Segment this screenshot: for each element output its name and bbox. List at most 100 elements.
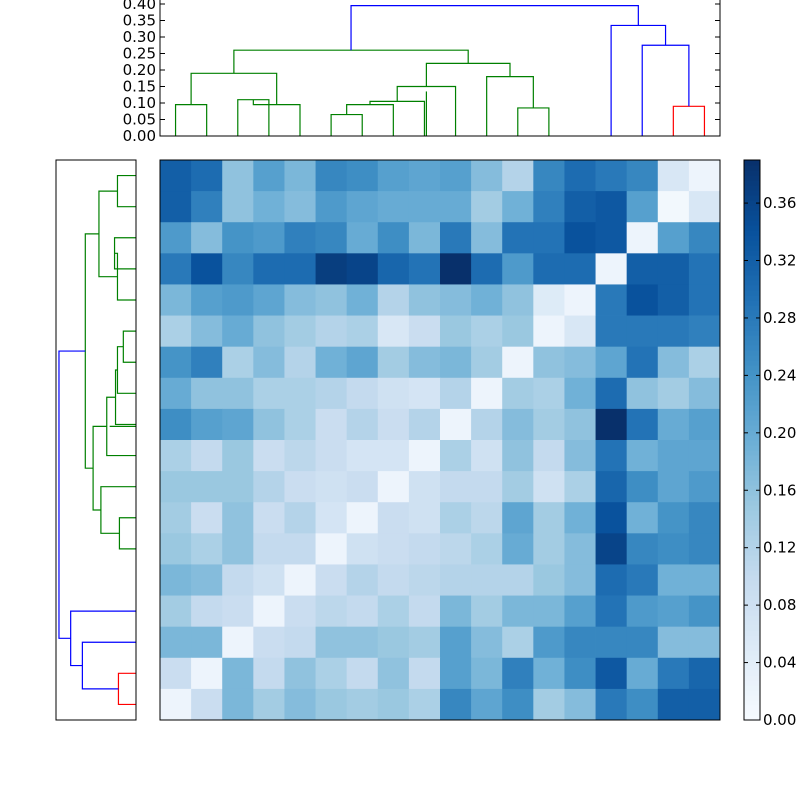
colorbar-segment bbox=[744, 200, 760, 206]
heatmap-cell bbox=[253, 533, 285, 565]
heatmap-cell bbox=[626, 688, 659, 721]
heatmap-cell bbox=[253, 626, 285, 659]
heatmap-cell bbox=[191, 626, 223, 659]
top-dendrogram-link bbox=[174, 104, 208, 136]
heatmap-cell bbox=[191, 657, 223, 690]
colorbar-segment bbox=[744, 670, 760, 676]
heatmap-cell bbox=[377, 377, 410, 410]
colorbar-segment bbox=[744, 590, 760, 596]
heatmap-cell bbox=[253, 502, 285, 534]
heatmap-cell bbox=[346, 595, 379, 628]
colorbar-segment bbox=[744, 415, 760, 421]
heatmap-cell bbox=[440, 657, 472, 690]
heatmap-cell bbox=[688, 284, 721, 316]
heatmap-cell bbox=[471, 346, 503, 379]
heatmap-cell bbox=[346, 253, 379, 285]
heatmap-cell bbox=[440, 315, 472, 348]
heatmap-cell bbox=[564, 595, 596, 628]
heatmap-cell bbox=[564, 284, 596, 316]
heatmap-cell bbox=[595, 657, 628, 690]
colorbar-segment bbox=[744, 585, 760, 591]
colorbar-segment bbox=[744, 450, 760, 456]
heatmap-cell bbox=[471, 688, 503, 721]
heatmap-cell bbox=[440, 595, 472, 628]
colorbar-segment bbox=[744, 665, 760, 671]
heatmap-cell bbox=[284, 222, 316, 254]
colorbar-tick-label: 0.08 bbox=[763, 596, 796, 614]
colorbar-segment bbox=[744, 310, 760, 316]
heatmap-cell bbox=[657, 471, 690, 503]
heatmap-cell bbox=[346, 160, 379, 192]
heatmap-cell bbox=[564, 626, 596, 659]
heatmap-cell bbox=[160, 191, 192, 223]
top-dendrogram-link bbox=[350, 5, 639, 51]
heatmap-cell bbox=[688, 688, 721, 721]
colorbar-segment bbox=[744, 430, 760, 436]
left-dendrogram-link bbox=[116, 174, 136, 208]
heatmap-cell bbox=[315, 688, 348, 721]
heatmap-cell bbox=[408, 160, 441, 192]
colorbar-segment bbox=[744, 355, 760, 361]
heatmap-cell bbox=[440, 471, 472, 503]
heatmap-cell bbox=[191, 533, 223, 565]
heatmap-cell bbox=[408, 191, 441, 223]
colorbar-segment bbox=[744, 390, 760, 396]
heatmap-cell bbox=[533, 315, 565, 348]
heatmap-cell bbox=[346, 191, 379, 223]
colorbar-segment bbox=[744, 580, 760, 586]
heatmap-cell bbox=[688, 502, 721, 534]
heatmap-cell bbox=[440, 688, 472, 721]
heatmap-cell bbox=[533, 595, 565, 628]
colorbar-segment bbox=[744, 385, 760, 391]
heatmap-cell bbox=[502, 160, 534, 192]
heatmap-cell bbox=[222, 440, 254, 472]
heatmap-cell bbox=[440, 191, 472, 223]
heatmap-cell bbox=[688, 533, 721, 565]
left-dendrogram-link bbox=[117, 672, 136, 706]
heatmap-cell bbox=[377, 626, 410, 659]
heatmap-cell bbox=[191, 191, 223, 223]
heatmap-cell bbox=[471, 160, 503, 192]
colorbar-segment bbox=[744, 315, 760, 321]
heatmap-cell bbox=[222, 626, 254, 659]
colorbar-segment bbox=[744, 225, 760, 231]
heatmap-cell bbox=[191, 564, 223, 596]
colorbar-segment bbox=[744, 660, 760, 666]
colorbar-segment bbox=[744, 635, 760, 641]
heatmap-cell bbox=[284, 471, 316, 503]
heatmap-cell bbox=[160, 688, 192, 721]
heatmap-cell bbox=[471, 440, 503, 472]
heatmap-cell bbox=[595, 688, 628, 721]
heatmap-cell bbox=[377, 222, 410, 254]
colorbar-segment bbox=[744, 265, 760, 271]
colorbar-segment bbox=[744, 335, 760, 341]
heatmap-cell bbox=[284, 564, 316, 596]
heatmap-cell bbox=[222, 191, 254, 223]
colorbar-segment bbox=[744, 305, 760, 311]
heatmap-cell bbox=[315, 533, 348, 565]
heatmap-cell bbox=[440, 626, 472, 659]
top-dendrogram-frame bbox=[159, 0, 721, 137]
colorbar-segment bbox=[744, 495, 760, 501]
colorbar: 0.00 0.04 0.08 0.12 0.16 0.20 0.24 0.28 0.32 0.36 bbox=[743, 159, 796, 729]
top-dendrogram-link bbox=[346, 104, 394, 136]
heatmap-cell bbox=[564, 346, 596, 379]
colorbar-segment bbox=[744, 300, 760, 306]
heatmap-cell bbox=[284, 191, 316, 223]
heatmap-cell bbox=[688, 657, 721, 690]
heatmap-cell bbox=[502, 471, 534, 503]
heatmap-cell bbox=[253, 346, 285, 379]
heatmap-cell bbox=[160, 346, 192, 379]
heatmap-cell bbox=[222, 284, 254, 316]
heatmap-cell bbox=[346, 408, 379, 441]
heatmap-cell bbox=[595, 626, 628, 659]
heatmap-cell bbox=[595, 502, 628, 534]
colorbar-segment bbox=[744, 370, 760, 376]
heatmap-cell bbox=[440, 160, 472, 192]
top-dendrogram-tick-label: 0.20 bbox=[123, 61, 156, 79]
heatmap-cell bbox=[626, 222, 659, 254]
heatmap-cell bbox=[564, 657, 596, 690]
heatmap-cell bbox=[315, 595, 348, 628]
heatmap-cell bbox=[408, 688, 441, 721]
heatmap-cell bbox=[191, 408, 223, 441]
